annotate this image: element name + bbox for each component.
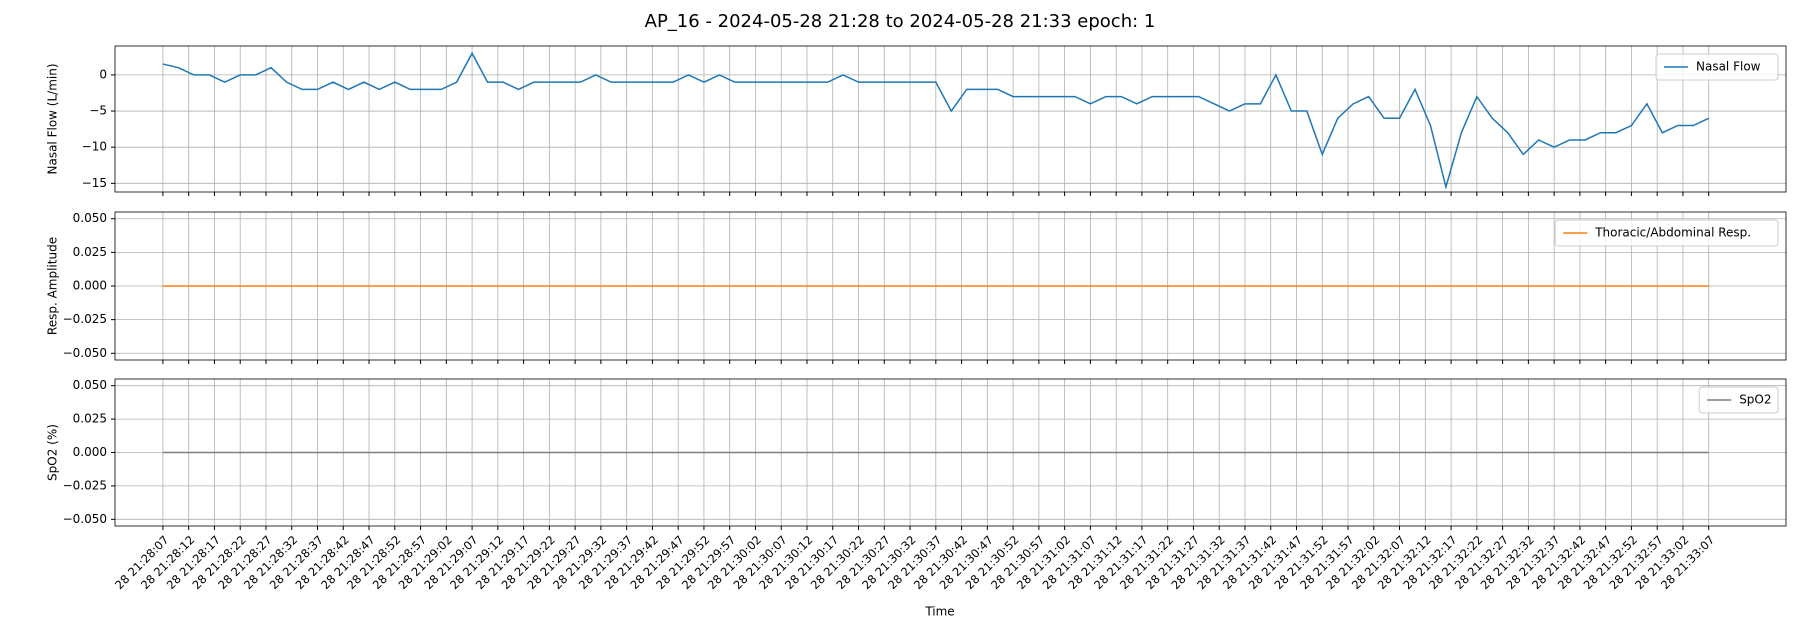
y-tick-label: −15 [82,176,107,190]
legend-box [1655,53,1779,81]
y-tick-label: 0.000 [73,279,107,293]
legend-label: Thoracic/Abdominal Resp. [1594,226,1751,240]
x-axis-label: Time [924,605,954,619]
y-tick-label: 0.050 [73,211,107,225]
y-tick-label: 0.025 [73,412,107,426]
series-line [162,51,1710,190]
y-axis-label: SpO2 (%) [46,424,60,481]
y-axis-label: Nasal Flow (L/min) [46,63,60,174]
y-tick-label: 0.000 [73,445,107,459]
y-tick-label: −0.025 [63,478,107,492]
legend-label: SpO2 [1739,393,1771,407]
legend-label: Nasal Flow [1696,60,1761,74]
y-tick-label: −10 [82,140,107,154]
y-tick-label: 0.025 [73,245,107,259]
y-tick-label: 0 [99,67,107,81]
y-tick-label: 0.050 [73,378,107,392]
y-tick-label: −5 [89,104,107,118]
chart-title: AP_16 - 2024-05-28 21:28 to 2024-05-28 2… [645,11,1156,32]
plot-frame [114,378,1787,527]
plot-frame [114,211,1787,361]
y-tick-label: −0.050 [63,512,107,526]
y-tick-label: −0.050 [63,346,107,360]
y-axis-label: Resp. Amplitude [46,237,60,335]
y-tick-label: −0.025 [63,312,107,326]
legend-box [1698,386,1779,414]
legend-box [1554,219,1779,247]
plot-frame [114,45,1787,193]
